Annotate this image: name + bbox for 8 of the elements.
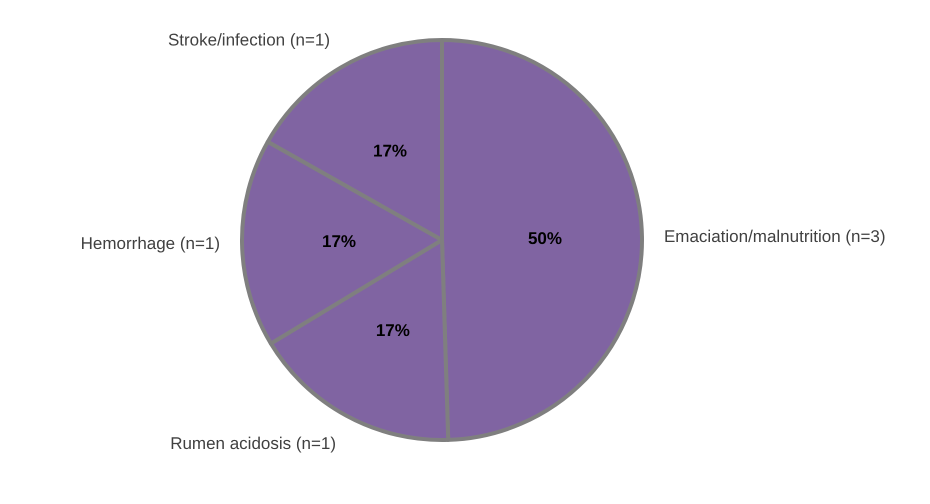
slice-label: Hemorrhage (n=1) bbox=[80, 234, 220, 253]
data-label: 17% bbox=[373, 142, 408, 161]
data-label: 17% bbox=[322, 232, 356, 252]
slice-label: Emaciation/malnutrition (n=3) bbox=[664, 227, 886, 246]
data-label: 17% bbox=[376, 321, 410, 340]
data-label: 50% bbox=[528, 228, 562, 248]
slice-label: Rumen acidosis (n=1) bbox=[170, 434, 336, 454]
slice-label: Stroke/infection (n=1) bbox=[168, 30, 330, 50]
